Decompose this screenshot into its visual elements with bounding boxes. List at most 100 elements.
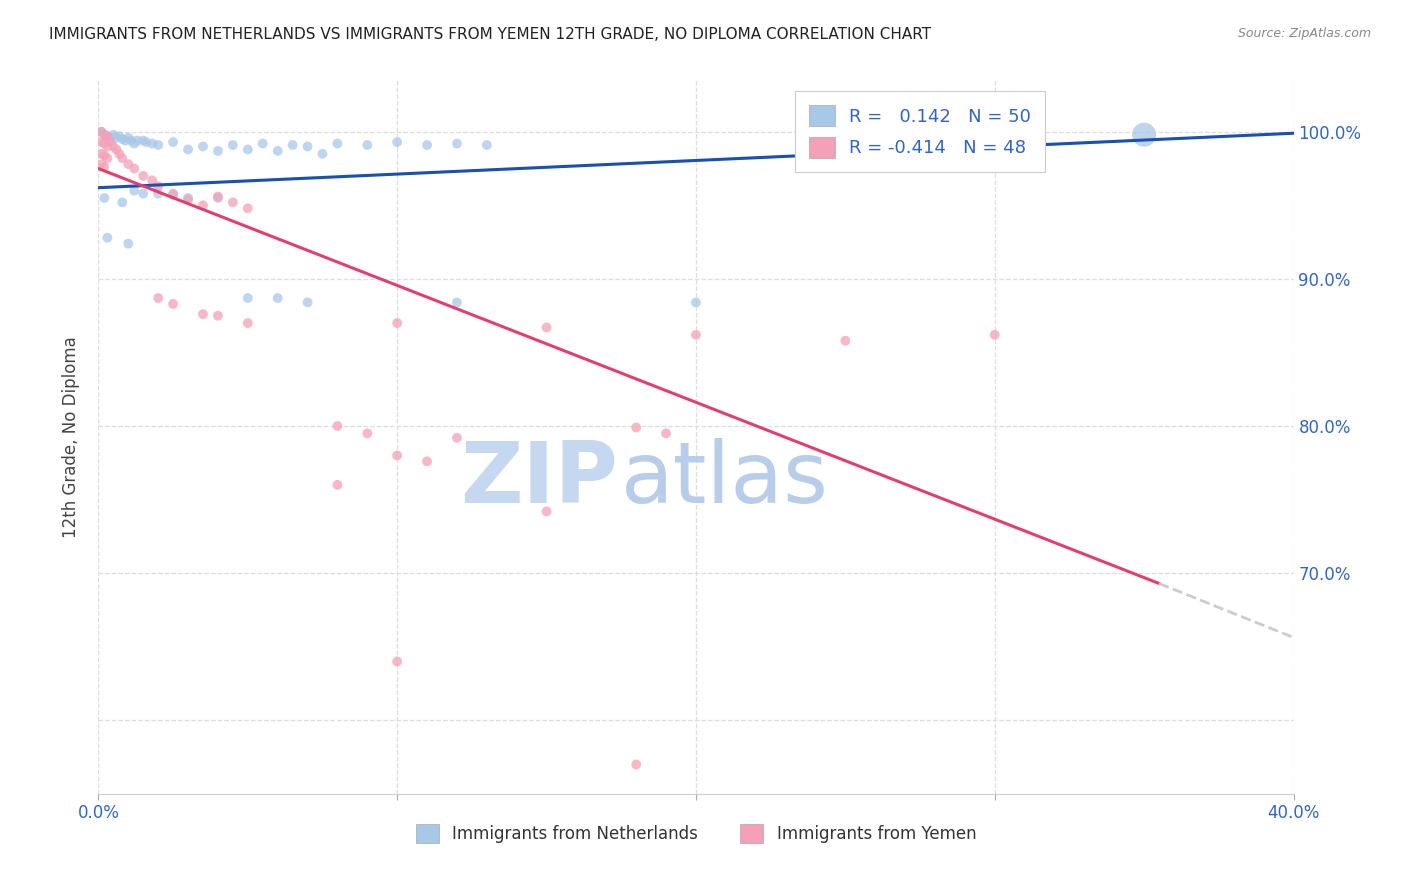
Point xyxy=(834,334,856,348)
Point xyxy=(132,186,155,201)
Point xyxy=(191,139,214,153)
Point xyxy=(108,146,131,161)
Point xyxy=(162,135,184,149)
Point xyxy=(297,295,319,310)
Point xyxy=(356,426,378,441)
Point xyxy=(446,431,468,445)
Point xyxy=(111,132,134,146)
Point xyxy=(148,138,170,153)
Point xyxy=(124,161,146,176)
Point xyxy=(117,130,139,145)
Point xyxy=(626,420,648,434)
Point xyxy=(536,320,558,334)
Point xyxy=(111,151,134,165)
Point xyxy=(356,138,378,153)
Point xyxy=(267,291,290,305)
Text: ZIP: ZIP xyxy=(461,438,619,522)
Text: IMMIGRANTS FROM NETHERLANDS VS IMMIGRANTS FROM YEMEN 12TH GRADE, NO DIPLOMA CORR: IMMIGRANTS FROM NETHERLANDS VS IMMIGRANT… xyxy=(49,27,931,42)
Point xyxy=(124,136,146,151)
Point xyxy=(98,130,122,145)
Point xyxy=(141,136,163,151)
Point xyxy=(281,138,304,153)
Point xyxy=(124,184,146,198)
Point xyxy=(93,148,115,162)
Point xyxy=(222,195,245,210)
Point xyxy=(177,193,200,207)
Point xyxy=(416,454,439,468)
Point xyxy=(297,139,319,153)
Point xyxy=(105,143,128,157)
Point xyxy=(236,316,259,330)
Point xyxy=(117,236,139,251)
Point xyxy=(385,135,409,149)
Point xyxy=(416,138,439,153)
Point xyxy=(132,169,155,183)
Point xyxy=(132,134,155,148)
Point xyxy=(326,419,349,434)
Point xyxy=(120,134,142,148)
Point xyxy=(267,144,290,158)
Point xyxy=(162,186,184,201)
Point xyxy=(222,138,245,153)
Point xyxy=(326,478,349,492)
Point xyxy=(93,160,115,174)
Point xyxy=(148,179,170,194)
Point xyxy=(1133,128,1156,142)
Point xyxy=(90,125,112,139)
Point xyxy=(98,135,122,149)
Point xyxy=(177,191,200,205)
Point xyxy=(191,198,214,212)
Point xyxy=(626,757,648,772)
Point xyxy=(236,143,259,157)
Point xyxy=(127,134,149,148)
Point xyxy=(385,449,409,463)
Point xyxy=(90,125,112,139)
Point xyxy=(385,655,409,669)
Point xyxy=(191,307,214,321)
Point xyxy=(96,129,118,144)
Point xyxy=(93,128,115,142)
Point xyxy=(108,129,131,144)
Point xyxy=(141,173,163,187)
Point xyxy=(655,426,678,441)
Point xyxy=(90,157,112,171)
Legend: Immigrants from Netherlands, Immigrants from Yemen: Immigrants from Netherlands, Immigrants … xyxy=(409,817,983,850)
Text: atlas: atlas xyxy=(620,438,828,522)
Point xyxy=(446,136,468,151)
Point xyxy=(475,138,498,153)
Point xyxy=(685,327,707,342)
Point xyxy=(96,139,118,153)
Point xyxy=(148,291,170,305)
Point xyxy=(93,191,115,205)
Text: Source: ZipAtlas.com: Source: ZipAtlas.com xyxy=(1237,27,1371,40)
Point xyxy=(236,291,259,305)
Point xyxy=(984,327,1007,342)
Point xyxy=(207,191,229,205)
Point xyxy=(326,136,349,151)
Point xyxy=(162,297,184,311)
Point xyxy=(446,295,468,310)
Point xyxy=(135,135,157,149)
Point xyxy=(103,128,125,142)
Point xyxy=(114,134,136,148)
Point xyxy=(90,135,112,149)
Point xyxy=(162,188,184,202)
Point xyxy=(148,186,170,201)
Point xyxy=(236,202,259,216)
Point xyxy=(207,144,229,158)
Point xyxy=(96,151,118,165)
Point xyxy=(207,309,229,323)
Point xyxy=(93,128,115,142)
Y-axis label: 12th Grade, No Diploma: 12th Grade, No Diploma xyxy=(62,336,80,538)
Point xyxy=(311,146,333,161)
Point xyxy=(105,130,128,145)
Point xyxy=(90,146,112,161)
Point xyxy=(96,129,118,144)
Point xyxy=(177,143,200,157)
Point xyxy=(385,316,409,330)
Point xyxy=(252,136,274,151)
Point xyxy=(536,504,558,518)
Point xyxy=(117,157,139,171)
Point xyxy=(93,136,115,151)
Point xyxy=(111,195,134,210)
